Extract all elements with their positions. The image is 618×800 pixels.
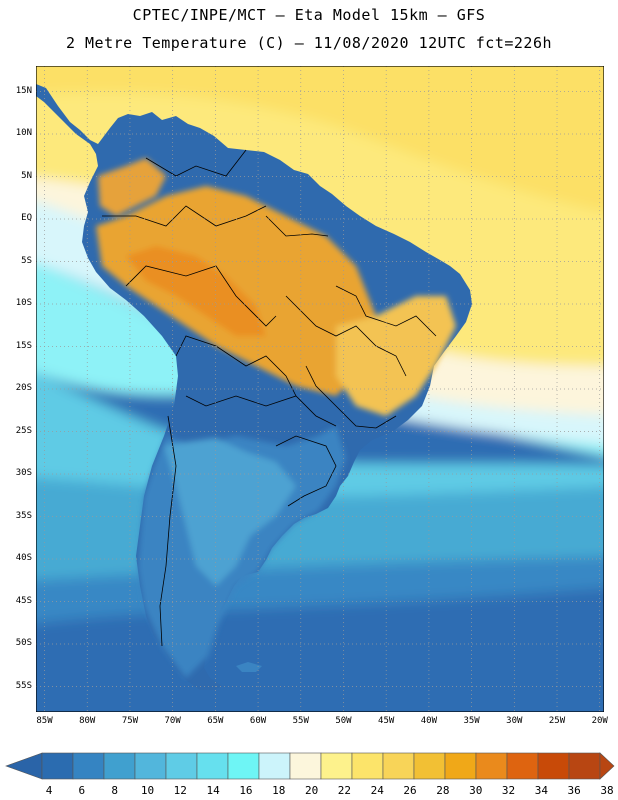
graticule [36,66,604,712]
colorbar-swatch [413,752,446,780]
lon-label: 40W [420,716,438,726]
colorbar-swatch [444,752,477,780]
border-peru-brazil [125,265,277,327]
border-brazil-states-1 [285,295,407,377]
colorbar-swatch [134,752,167,780]
lon-label: 50W [335,716,352,726]
lat-label: 45S [15,595,32,606]
lon-label: 25W [548,716,566,726]
lon-label: 35W [463,716,480,726]
lon-label: 30W [506,716,523,726]
lat-label: 20S [15,383,32,393]
lon-label: 65W [207,716,224,726]
lon-label: 60W [249,716,267,726]
andes-cold-region [164,438,296,586]
north-andes-region [98,158,166,216]
colorbar-tick-label: 20 [304,784,319,797]
lon-label: 75W [121,716,139,726]
map-subtitle: 2 Metre Temperature (C) – 11/08/2020 12U… [65,34,553,52]
border-chile-argentina [159,415,177,647]
colorbar-swatch [537,752,570,780]
lat-label: 50S [15,638,32,648]
lat-label: 35S [15,510,32,521]
colorbar-tick-label: 6 [78,784,86,797]
colorbar-swatch [258,752,291,780]
lon-label: 80W [79,716,96,726]
ocean-band-8 [36,66,604,212]
colorbar-swatch [41,752,74,780]
lon-label: 70W [164,716,181,726]
falkland-islands [236,662,262,672]
colorbar-tick-label: 8 [111,784,118,797]
colorbar-tick-label: 4 [45,784,53,797]
country-borders [102,149,437,647]
border-bolivia [175,335,297,397]
colorbar-tick-label: 32 [501,784,516,797]
ocean-band-4 [36,263,604,457]
hot-core-region [126,246,266,336]
colorbar-tick-label: 16 [239,784,253,797]
colorbar-tick-label: 38 [600,784,614,797]
lat-label: 25S [15,425,32,436]
lon-label: 55W [292,716,309,726]
lon-label: 20W [591,716,608,726]
colorbar-tick-label: 18 [272,784,286,797]
colorbar-under-arrow [5,752,43,780]
colorbar-tick-label: 34 [534,784,548,797]
border-brazil-states-2 [335,285,437,337]
colorbar-tick-label: 14 [206,784,220,797]
colorbar-swatch [351,752,384,780]
map-title: CPTEC/INPE/MCT – Eta Model 15km – GFS [132,6,486,24]
colorbar-tick-label: 10 [140,784,155,797]
border-guianas [265,215,329,237]
border-brazil-states-3 [305,365,397,429]
colorbar-swatch [289,752,322,780]
colorbar-swatch [506,752,539,780]
colorbar-tick-label: 26 [403,784,417,797]
colorbar-tick-label: 22 [337,784,352,797]
lat-label: 15N [15,85,32,96]
lat-label: 10N [15,128,32,138]
lon-label: 85W [36,716,53,726]
lat-label: 5N [21,170,32,181]
colorbar-tick-label: 12 [173,784,187,797]
lat-label: 10S [15,298,32,308]
temperature-map [36,66,604,712]
colorbar-swatch [72,752,105,780]
colorbar-over-arrow [599,752,615,780]
colorbar-swatch [320,752,353,780]
colorbar-swatch [568,752,601,780]
border-colombia-peru [102,205,267,227]
colorbar-swatch [196,752,229,780]
lat-label: 55S [15,680,32,691]
colorbar-tick-label: 30 [469,784,483,797]
border-argentina-north [185,395,337,427]
lat-label: 15S [15,340,32,351]
lat-label: 5S [21,255,32,266]
colorbar-swatch [165,752,198,780]
lat-label: EQ [21,213,32,223]
border-paraguay-uruguay [275,435,337,507]
lon-label: 45W [378,716,395,726]
colorbar-swatch [103,752,136,780]
colorbar-tick-label: 24 [370,784,384,797]
colorbar-tick-label: 28 [436,784,450,797]
lat-label: 40S [15,553,32,563]
colorbar-swatch [475,752,508,780]
colorbar-swatch [382,752,415,780]
colorbar-tick-label: 36 [567,784,581,797]
lat-label: 30S [15,468,32,478]
map-canvas [36,66,604,712]
colorbar [5,752,615,780]
border-venezuela-colombia [145,149,247,177]
colorbar-swatch [227,752,260,780]
